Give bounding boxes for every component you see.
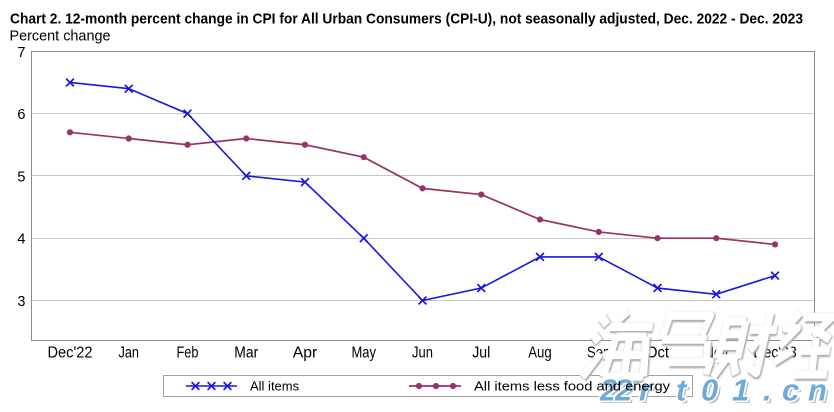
svg-text:4: 4 [17, 232, 25, 248]
svg-text:5: 5 [17, 169, 25, 185]
svg-text:All items: All items [250, 379, 300, 394]
svg-text:Feb: Feb [177, 345, 199, 362]
svg-text:Aug: Aug [528, 345, 552, 362]
svg-text:Percent change: Percent change [10, 29, 111, 45]
svg-text:All items less food and energy: All items less food and energy [474, 379, 671, 394]
svg-text:3: 3 [17, 294, 25, 310]
svg-text:7: 7 [17, 45, 25, 61]
svg-text:Jun: Jun [412, 345, 433, 362]
svg-text:Chart 2. 12-month percent chan: Chart 2. 12-month percent change in CPI … [10, 11, 803, 28]
svg-text:May: May [352, 345, 377, 362]
svg-text:Oct: Oct [646, 345, 670, 362]
svg-text:Dec'22: Dec'22 [48, 345, 93, 362]
svg-text:Apr: Apr [293, 345, 318, 362]
svg-text:Mar: Mar [234, 345, 258, 362]
svg-text:6: 6 [17, 107, 25, 123]
svg-text:Jan: Jan [119, 345, 140, 362]
svg-text:Jul: Jul [472, 345, 490, 362]
